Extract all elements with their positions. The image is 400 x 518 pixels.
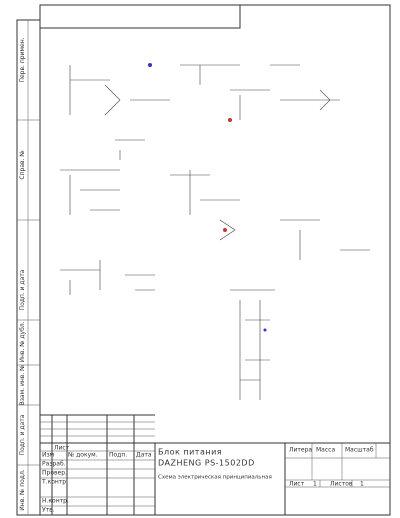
header-cell: № докум. — [68, 452, 98, 459]
component-mark — [223, 228, 227, 232]
sheets-label: Листов — [330, 481, 353, 488]
side-stamp: Инв. № дубл. — [19, 321, 26, 362]
role: Провер. — [42, 470, 67, 477]
right-header: Литера — [289, 447, 312, 454]
role: Т.контр. — [41, 479, 68, 486]
sheet: 1 — [313, 481, 317, 488]
side-stamp: Взам. инв. № — [19, 365, 26, 406]
side-stamp: Инв. № подл. — [19, 469, 26, 510]
component-mark — [263, 328, 267, 332]
side-stamps: Перв. примен. Справ. № Подп. и дата Инв. № … — [19, 37, 26, 510]
header-cell: Подп. — [109, 452, 127, 459]
right-header: Масса — [316, 447, 335, 454]
component-mark — [228, 118, 232, 122]
role: Утв. — [42, 507, 55, 514]
side-stamp: Перв. примен. — [19, 37, 26, 82]
doc-type: Схема электрическая принципиальная — [158, 475, 272, 481]
role: Н.контр. — [42, 498, 69, 505]
role: Разраб. — [42, 461, 66, 468]
title-block: Изм № докум. Подп. Дата Лист Разраб. Про… — [40, 414, 390, 515]
title: Блок питания — [158, 448, 222, 457]
frame — [16, 4, 391, 516]
side-stamp: Подп. и дата — [19, 414, 26, 455]
side-stamp: Справ. № — [19, 150, 26, 179]
schematic — [60, 63, 370, 400]
header-cell: Дата — [136, 452, 152, 459]
header-cell: Лист — [54, 445, 70, 452]
sheets: 1 — [360, 481, 364, 488]
header-cell: Изм — [42, 452, 54, 459]
sheet-label: Лист — [289, 481, 305, 488]
side-stamp: Подп. и дата — [19, 269, 26, 310]
right-header: Масштаб — [345, 447, 374, 454]
model: DAZHENG PS-1502DD — [158, 459, 255, 468]
component-mark — [148, 63, 152, 67]
